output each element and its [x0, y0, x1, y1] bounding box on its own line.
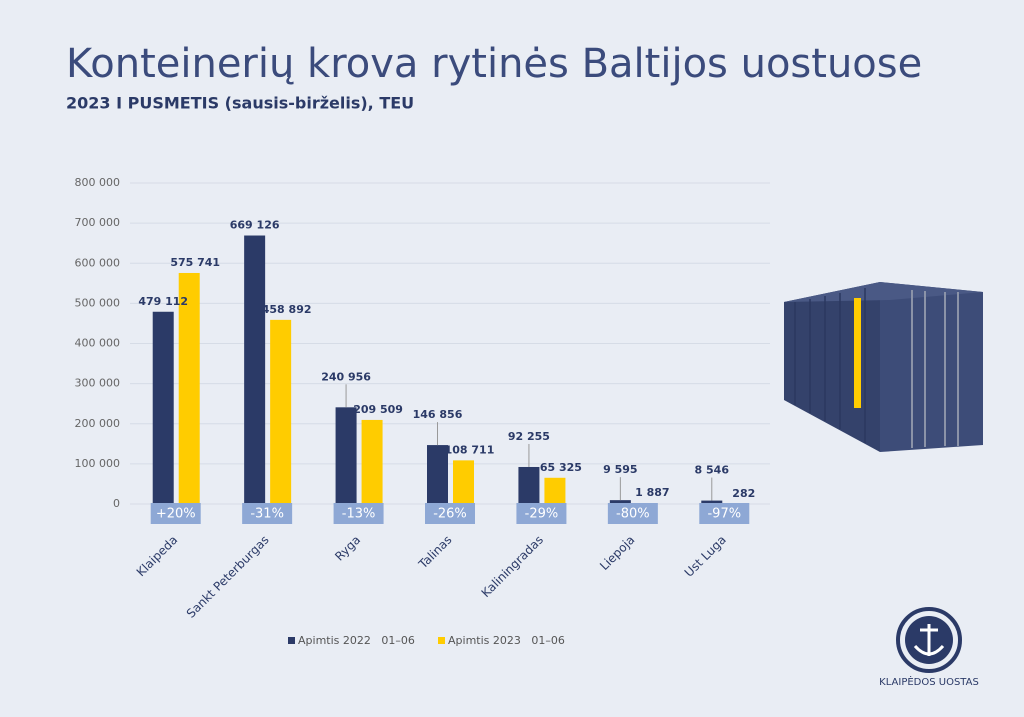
change-badge: [607, 503, 658, 524]
bar: [270, 319, 292, 504]
change-label: -80%: [616, 507, 650, 522]
legend-label: Apimtis 2023 01–06: [448, 634, 565, 647]
value-label: 458 892: [262, 303, 312, 316]
y-tick-label: 600 000: [75, 256, 121, 269]
value-label: 9 595: [603, 463, 637, 476]
logo-text: KLAIPĖDOS UOSTAS: [879, 675, 979, 688]
bar: [427, 445, 448, 504]
change-label: -31%: [250, 507, 284, 522]
bar: [244, 235, 266, 505]
value-label: 65 325: [540, 461, 582, 474]
change-badge: [516, 503, 567, 524]
bar: [518, 466, 540, 504]
x-tick-label: Ust Luga: [682, 533, 729, 580]
value-label: 575 741: [170, 256, 220, 269]
value-label: 1 887: [635, 486, 669, 499]
bar: [701, 500, 723, 504]
change-label: -26%: [433, 507, 467, 522]
x-tick-label: Talinas: [415, 533, 454, 572]
y-tick-label: 200 000: [75, 417, 121, 430]
change-badge: [150, 503, 201, 524]
value-label: 8 546: [695, 464, 730, 477]
change-badge: [242, 503, 293, 524]
change-label: -97%: [707, 507, 741, 522]
chart-subtitle: 2023 I PUSMETIS (sausis-birželis), TEU: [66, 94, 414, 113]
legend-label: Apimtis 2022 01–06: [298, 634, 415, 647]
change-label: -13%: [342, 507, 376, 522]
y-tick-label: 100 000: [75, 457, 121, 470]
change-label: +20%: [156, 507, 196, 522]
x-tick-label: Liepoja: [597, 533, 637, 573]
value-label: 92 255: [508, 430, 550, 443]
x-tick-label: Sankt Peterburgas: [184, 533, 272, 621]
bar: [178, 272, 200, 504]
chart-title: Konteinerių krova rytinės Baltijos uostu…: [66, 41, 922, 87]
value-label: 479 112: [138, 295, 188, 308]
bar: [335, 407, 357, 504]
bar: [453, 460, 474, 504]
y-tick-label: 400 000: [75, 337, 121, 350]
bar: [361, 419, 383, 504]
value-label: 108 711: [445, 443, 495, 456]
change-badge: [425, 503, 475, 524]
x-tick-label: Kaliningradas: [479, 533, 546, 600]
value-label: 146 856: [413, 408, 463, 421]
x-tick-label: Klaipeda: [134, 533, 181, 580]
value-label: 669 126: [230, 219, 280, 232]
legend-swatch: [288, 637, 295, 644]
change-badge: [333, 503, 384, 524]
y-tick-label: 700 000: [75, 216, 121, 229]
value-label: 282: [732, 487, 755, 500]
y-tick-label: 800 000: [75, 176, 121, 189]
legend-swatch: [438, 637, 445, 644]
y-tick-label: 500 000: [75, 296, 121, 309]
y-tick-label: 0: [113, 497, 120, 510]
bar: [152, 311, 174, 504]
logo: KLAIPĖDOS UOSTAS: [879, 607, 979, 688]
value-label: 209 509: [353, 403, 403, 416]
value-label: 240 956: [321, 370, 371, 383]
bar: [609, 500, 631, 504]
x-tick-label: Ryga: [332, 533, 363, 564]
change-label: -29%: [525, 507, 559, 522]
y-tick-label: 300 000: [75, 377, 121, 390]
change-badge: [699, 503, 750, 524]
container-image: [784, 282, 983, 452]
bar: [544, 477, 566, 504]
